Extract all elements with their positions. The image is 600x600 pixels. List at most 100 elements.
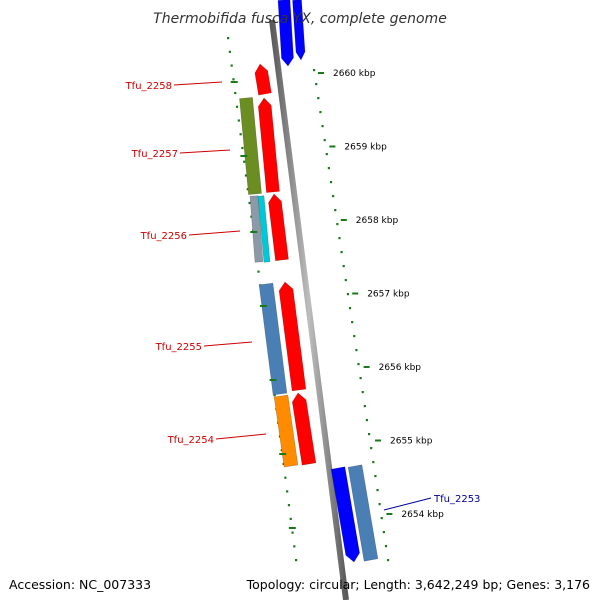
dotted-guide-right (372, 461, 375, 464)
dotted-guide-left (248, 201, 251, 205)
feature-red-tfu2257 (257, 97, 280, 193)
dotted-guide-left (291, 531, 294, 534)
dotted-guide-left (239, 133, 242, 136)
map-title: Thermobifida fusca YX, complete genome (153, 11, 447, 27)
dotted-guide-right (376, 489, 379, 492)
dotted-guide-right (370, 447, 373, 450)
accession-text: Accession: NC_007333 (9, 577, 152, 592)
kbp-tick-label: 2660 kbp (333, 69, 376, 79)
dotted-guide-right (357, 363, 360, 366)
dotted-guide-right (378, 503, 381, 506)
kbp-tick-label: 2654 kbp (401, 510, 444, 520)
gene-leader-line (383, 497, 432, 511)
dotted-guide-right (365, 419, 369, 422)
dotted-guide-right (340, 251, 343, 254)
dotted-guide-right (338, 237, 341, 240)
dotted-guide-right (321, 125, 324, 128)
feature-olive-tfu2257 (239, 97, 262, 195)
gene-label: Tfu_2253 (433, 494, 480, 505)
gene-label: Tfu_2255 (155, 342, 202, 353)
kbp-tick-label: 2655 kbp (390, 437, 433, 447)
dotted-guide-left (235, 105, 239, 108)
dotted-guide-right (387, 559, 390, 562)
kbp-tick-label: 2657 kbp (367, 290, 410, 300)
gene-leader-line (173, 81, 223, 86)
dotted-guide-right (323, 139, 326, 142)
dotted-guide-left (234, 91, 237, 95)
dotted-guide-left (246, 188, 249, 191)
feature-steel-tfu2255 (258, 282, 288, 396)
gene-label: Tfu_2254 (167, 435, 214, 446)
gene-label: Tfu_2258 (125, 81, 172, 92)
dotted-guide-right (317, 97, 320, 100)
dotted-guide-left (228, 50, 231, 53)
dotted-guide-right (319, 111, 322, 114)
dotted-guide-left (230, 64, 233, 67)
dotted-guide-right (342, 265, 345, 268)
gene-label-group: Tfu_2258 Tfu_2257 Tfu_2256 Tfu_2255 Tfu_2254… (125, 81, 480, 511)
feature-orange-tfu2254 (273, 394, 299, 468)
dotted-guide-right (355, 349, 358, 352)
dotted-guide-left (293, 545, 296, 548)
dotted-guide-left (273, 394, 276, 397)
dotted-guide-right (382, 531, 385, 534)
dotted-guide-left (287, 504, 291, 507)
feature-red-tfu2255 (278, 281, 307, 392)
dotted-guide-right (367, 433, 371, 436)
dotted-guide-right (374, 475, 377, 478)
dotted-guide-right (384, 545, 388, 548)
dotted-guide-right (361, 391, 364, 394)
dotted-guide-right (348, 307, 352, 310)
dotted-guide-right (346, 293, 350, 296)
feature-grey-tfu2256 (249, 195, 264, 263)
dotted-guide-left (244, 174, 248, 177)
dotted-guide-right (351, 321, 354, 324)
dotted-guide-left (286, 490, 289, 493)
gene-label: Tfu_2256 (140, 231, 187, 242)
dotted-guide-left (250, 215, 253, 218)
tick-group: 2660 kbp 2659 kbp 2658 kbp 2657 kbp 2656 kbp… (230, 69, 444, 529)
dotted-guide-right (353, 335, 356, 338)
dotted-guide-left (243, 160, 246, 163)
dotted-guide-right (313, 69, 316, 72)
dotted-guide-right (334, 209, 337, 212)
feature-group (239, 0, 379, 563)
dotted-guide-left (241, 146, 244, 150)
backbone-group (269, 19, 349, 600)
feature-cyan-tfu2256 (257, 195, 271, 263)
gene-leader-line (179, 149, 231, 154)
dotted-guide-left (237, 119, 240, 122)
gene-leader-line (203, 341, 253, 347)
dotted-guide-left (284, 476, 287, 479)
feature-red-tfu2256 (268, 193, 289, 262)
kbp-tick-label: 2656 kbp (379, 363, 422, 373)
dotted-guide-right (359, 377, 362, 380)
genome-backbone (269, 19, 349, 600)
feature-red-tfu2254 (291, 392, 317, 466)
dotted-guide-left (232, 78, 235, 81)
dotted-guide-left (295, 559, 298, 562)
dotted-guide-right (329, 181, 333, 184)
dotted-guide-right (327, 167, 330, 170)
dotted-guide-left (282, 462, 285, 466)
kbp-tick-label: 2658 kbp (356, 216, 399, 226)
dotted-guide-right (315, 83, 318, 86)
dotted-guide-left (289, 517, 292, 520)
feature-steel-tfu2253 (347, 464, 379, 562)
topology-summary-text: Topology: circular; Length: 3,642,249 bp… (246, 577, 590, 592)
dotted-guide-right (332, 195, 335, 198)
dotted-guide-right (380, 517, 383, 520)
gene-leader-line (215, 433, 267, 440)
feature-red-tfu2258 (254, 63, 272, 96)
dotted-guide-left (257, 270, 260, 273)
kbp-tick-label: 2659 kbp (344, 143, 387, 153)
feature-blue-tfu2253 (330, 466, 360, 563)
dotted-guide-right (344, 279, 347, 282)
gene-label: Tfu_2257 (131, 149, 178, 160)
feature-blue-top-1 (277, 0, 294, 67)
dotted-guide-left (227, 37, 230, 40)
dotted-guide-right (363, 405, 366, 408)
dotted-guide-right (336, 223, 339, 226)
dotted-guide-right (325, 153, 328, 156)
